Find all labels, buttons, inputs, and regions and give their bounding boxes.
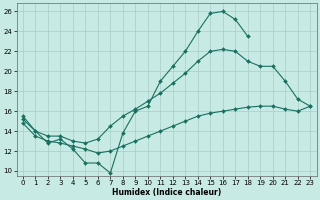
X-axis label: Humidex (Indice chaleur): Humidex (Indice chaleur) [112, 188, 221, 197]
